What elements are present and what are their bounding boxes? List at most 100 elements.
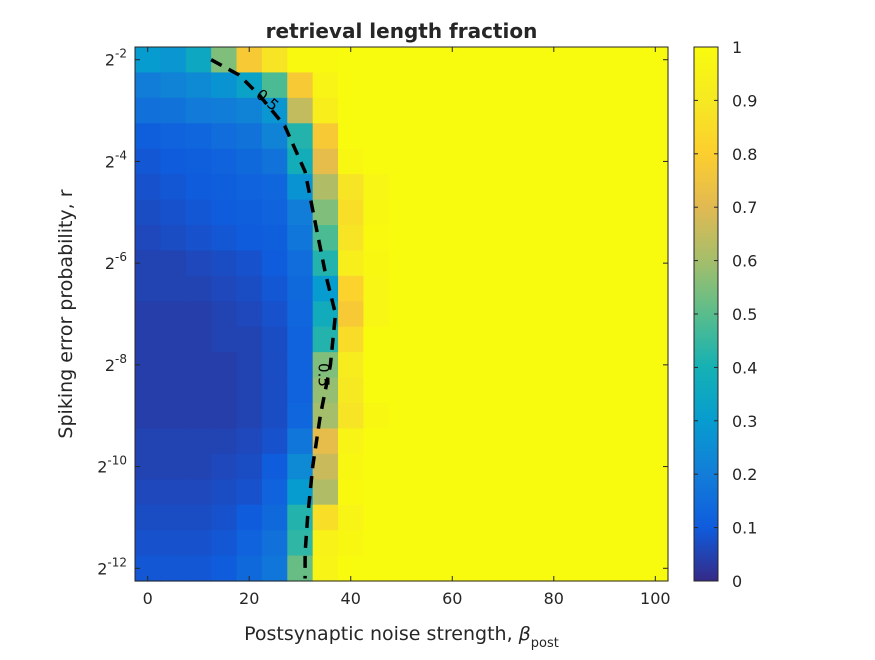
heatmap-cell — [363, 275, 390, 302]
heatmap-cell — [617, 530, 644, 557]
colorbar-tick-label: 0.6 — [732, 252, 757, 271]
heatmap-cell — [261, 530, 288, 557]
heatmap-cell — [591, 123, 618, 150]
heatmap-cell — [287, 428, 314, 455]
heatmap-cell — [388, 504, 415, 531]
heatmap-cell — [338, 428, 365, 455]
heatmap-cell — [185, 326, 212, 353]
heatmap-cell — [185, 250, 212, 277]
heatmap-cell — [490, 377, 517, 404]
heatmap-cell — [211, 225, 238, 252]
heatmap-cell — [617, 275, 644, 302]
contour-line — [210, 58, 338, 579]
heatmap-cell — [464, 504, 491, 531]
x-tick-label: 60 — [442, 589, 462, 608]
heatmap-cell — [236, 530, 263, 557]
chart-title: retrieval length fraction — [266, 19, 538, 43]
heatmap-cell — [617, 301, 644, 328]
heatmap-cell — [160, 326, 187, 353]
heatmap-cell — [617, 225, 644, 252]
heatmap-cell — [261, 47, 288, 74]
heatmap-cell — [617, 199, 644, 226]
y-axis-ticks: 2-2 2-4 2-6 2-8 2-10 2-12 — [97, 47, 668, 578]
heatmap-cell — [236, 377, 263, 404]
heatmap-cell — [515, 326, 542, 353]
heatmap-cell — [515, 352, 542, 379]
heatmap-cell — [135, 504, 161, 531]
heatmap-cell — [185, 47, 212, 74]
heatmap-cell — [414, 530, 441, 557]
heatmap-cell — [566, 403, 593, 430]
heatmap-cell — [566, 47, 593, 74]
heatmap-cell — [261, 352, 288, 379]
heatmap-cell — [363, 428, 390, 455]
heatmap-cell — [414, 250, 441, 277]
heatmap-cell — [338, 123, 365, 150]
y-tick-label: 2-8 — [105, 352, 127, 375]
colorbar-tick-label: 0.3 — [732, 412, 757, 431]
heatmap-cell — [617, 377, 644, 404]
heatmap-cell — [211, 530, 238, 557]
heatmap-cell — [338, 301, 365, 328]
heatmap-cell — [211, 479, 238, 506]
colorbar-tick-label: 0.8 — [732, 145, 757, 164]
heatmap-cell — [515, 301, 542, 328]
heatmap-cell — [160, 123, 187, 150]
heatmap-cell — [515, 479, 542, 506]
heatmap-cell — [135, 428, 161, 455]
heatmap-cell — [464, 250, 491, 277]
heatmap-cell — [414, 428, 441, 455]
heatmap-cell — [287, 199, 314, 226]
heatmap-cell — [617, 123, 644, 150]
heatmap-cell — [388, 301, 415, 328]
heatmap-cell — [338, 275, 365, 302]
heatmap-cell — [464, 479, 491, 506]
heatmap-cell — [439, 326, 466, 353]
heatmap-cell — [287, 97, 314, 124]
heatmap-cell — [287, 504, 314, 531]
heatmap-cell — [287, 225, 314, 252]
x-tick-label: 100 — [640, 589, 671, 608]
heatmap-cell — [338, 72, 365, 99]
heatmap-cell — [541, 453, 568, 480]
heatmap-cells — [135, 47, 669, 582]
heatmap-cell — [490, 225, 517, 252]
heatmap-cell — [338, 250, 365, 277]
heatmap-cell — [439, 301, 466, 328]
heatmap-cell — [160, 301, 187, 328]
heatmap-cell — [160, 174, 187, 201]
heatmap-cell — [490, 199, 517, 226]
heatmap-cell — [388, 250, 415, 277]
heatmap-cell — [541, 199, 568, 226]
heatmap-cell — [642, 225, 669, 252]
heatmap-cell — [363, 530, 390, 557]
heatmap-cell — [185, 377, 212, 404]
heatmap-cell — [566, 123, 593, 150]
heatmap-cell — [338, 352, 365, 379]
heatmap-cell — [617, 250, 644, 277]
heatmap-cell — [261, 72, 288, 99]
heatmap-cell — [515, 504, 542, 531]
heatmap-cell — [591, 250, 618, 277]
heatmap-cell — [388, 275, 415, 302]
heatmap-cell — [312, 97, 339, 124]
heatmap-cell — [414, 72, 441, 99]
heatmap-cell — [338, 453, 365, 480]
heatmap-cell — [363, 250, 390, 277]
heatmap-cell — [541, 123, 568, 150]
heatmap-cell — [591, 174, 618, 201]
heatmap-cell — [464, 199, 491, 226]
heatmap-cell — [135, 225, 161, 252]
x-axis-ticks: 0 20 40 60 80 100 — [143, 47, 671, 608]
heatmap-cell — [363, 72, 390, 99]
heatmap-cell — [185, 225, 212, 252]
heatmap-cell — [388, 225, 415, 252]
heatmap-cell — [591, 72, 618, 99]
heatmap-cell — [566, 555, 593, 582]
heatmap-cell — [464, 123, 491, 150]
heatmap-cell — [185, 301, 212, 328]
colorbar-tick-label: 0 — [732, 572, 742, 591]
heatmap-cell — [211, 250, 238, 277]
colorbar-tick-label: 0.1 — [732, 519, 757, 538]
